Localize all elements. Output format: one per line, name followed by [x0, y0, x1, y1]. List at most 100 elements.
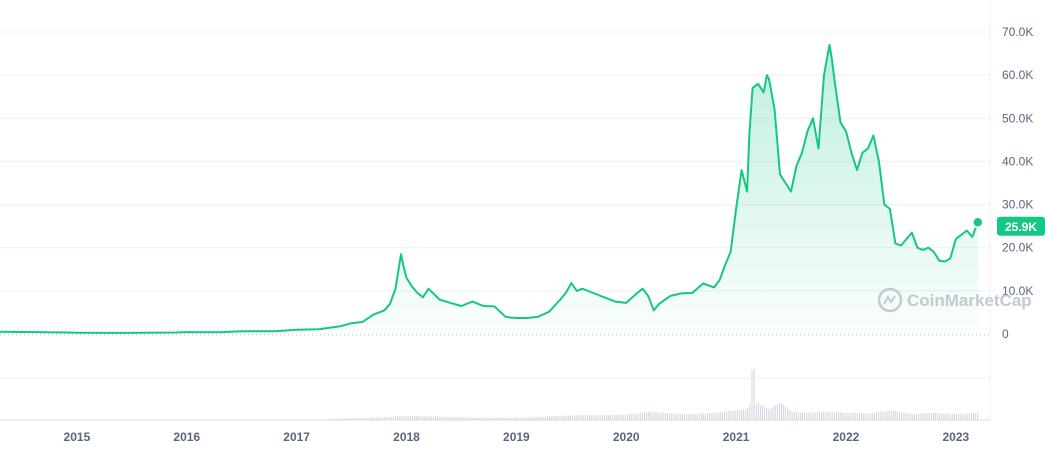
volume-bar: [859, 413, 861, 420]
volume-bar: [951, 413, 953, 420]
volume-bar: [494, 417, 496, 420]
volume-bar: [671, 413, 673, 420]
volume-bar: [770, 408, 772, 420]
volume-bar: [394, 416, 396, 420]
volume-bar: [553, 416, 555, 420]
volume-bar: [656, 412, 658, 420]
volume-bar: [840, 412, 842, 420]
volume-bar: [778, 402, 780, 420]
volume-bar: [422, 416, 424, 420]
volume-bar: [557, 415, 559, 420]
volume-bar: [932, 412, 934, 420]
volume-bar: [580, 415, 582, 420]
x-tick-label: 2021: [723, 430, 750, 444]
volume-bar: [363, 417, 365, 420]
volume-bar: [762, 406, 764, 420]
volume-bar: [747, 407, 749, 420]
volume-bar: [340, 418, 342, 420]
volume-bar: [359, 417, 361, 420]
volume-bar: [622, 414, 624, 420]
volume-bar: [812, 412, 814, 420]
volume-bar: [584, 415, 586, 420]
volume-bar: [650, 411, 652, 420]
volume-bar: [850, 412, 852, 420]
volume-bar: [506, 417, 508, 420]
volume-bar: [487, 417, 489, 420]
volume-bar: [500, 417, 502, 420]
volume-bar: [519, 417, 521, 420]
x-tick-label: 2023: [942, 430, 969, 444]
volume-bar: [470, 417, 472, 420]
volume-bar: [956, 413, 958, 420]
x-tick-label: 2017: [283, 430, 310, 444]
volume-bar: [878, 412, 880, 420]
x-tick-label: 2020: [613, 430, 640, 444]
volume-bar: [485, 417, 487, 420]
volume-bar: [827, 411, 829, 420]
volume-bar: [612, 414, 614, 420]
coinmarketcap-watermark: CoinMarketCap: [877, 287, 1032, 313]
volume-bar: [821, 411, 823, 420]
volume-bar: [683, 413, 685, 420]
last-price-label: 25.9K: [1005, 220, 1037, 234]
volume-bar: [542, 416, 544, 420]
volume-bar: [875, 412, 877, 420]
volume-bar: [382, 417, 384, 420]
volume-bar: [867, 413, 869, 420]
volume-bar: [707, 413, 709, 420]
x-tick-label: 2018: [393, 430, 420, 444]
volume-bar: [371, 417, 373, 420]
volume-bar: [496, 417, 498, 420]
volume-bar: [631, 413, 633, 420]
volume-bar: [907, 413, 909, 420]
y-tick-label: 60.0K: [1002, 68, 1033, 82]
volume-bar: [473, 417, 475, 420]
volume-bar: [808, 412, 810, 420]
volume-bar: [797, 412, 799, 420]
volume-bar: [441, 416, 443, 420]
volume-bar: [456, 417, 458, 420]
volume-bar: [449, 416, 451, 420]
volume-bar: [390, 416, 392, 420]
volume-bar: [960, 413, 962, 420]
volume-bar: [939, 413, 941, 420]
y-tick-label: 70.0K: [1002, 25, 1033, 39]
volume-bar: [871, 412, 873, 420]
volume-bar: [633, 413, 635, 420]
volume-bar: [555, 416, 557, 420]
volume-bar: [730, 411, 732, 420]
volume-bar: [753, 368, 755, 420]
volume-bar: [728, 411, 730, 420]
volume-bar: [892, 410, 894, 420]
volume-bar: [968, 413, 970, 420]
volume-bar: [392, 416, 394, 420]
volume-bar: [563, 415, 565, 420]
volume-bar: [329, 418, 331, 420]
volume-bar: [447, 416, 449, 420]
coinmarketcap-logo-mark: [883, 295, 896, 305]
volume-bar: [578, 415, 580, 420]
watermark-text: CoinMarketCap: [907, 291, 1032, 310]
volume-bar: [529, 417, 531, 420]
volume-bar: [667, 413, 669, 420]
volume-bar: [664, 412, 666, 420]
volume-bar: [835, 412, 837, 420]
volume-bar: [481, 417, 483, 420]
volume-bar: [937, 412, 939, 420]
volume-bar: [757, 402, 759, 420]
volume-bar: [443, 416, 445, 420]
volume-bar: [648, 411, 650, 420]
volume-bar: [348, 418, 350, 420]
last-price-marker: 25.9K: [972, 216, 1045, 236]
x-tick-label: 2019: [503, 430, 530, 444]
volume-bar: [405, 415, 407, 420]
volume-bar: [831, 412, 833, 420]
volume-bar: [551, 416, 553, 420]
volume-bar: [536, 417, 538, 420]
volume-bar: [639, 412, 641, 420]
volume-bar: [692, 413, 694, 420]
volume-bar: [823, 411, 825, 420]
volume-bar: [388, 416, 390, 420]
volume-bar: [637, 413, 639, 420]
